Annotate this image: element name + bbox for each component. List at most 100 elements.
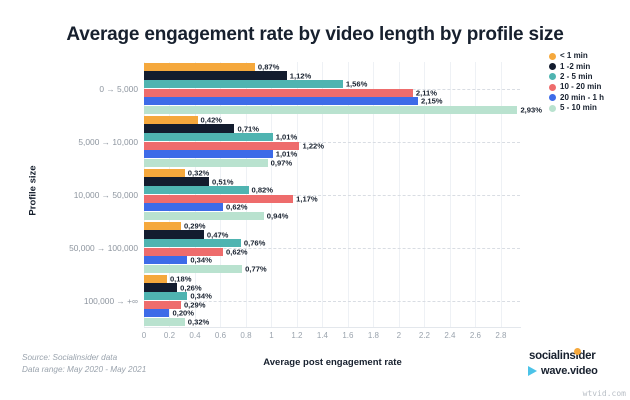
bar-value-label: 2,15% [421, 96, 443, 106]
bar[interactable] [144, 300, 181, 309]
bar-value-label: 0,77% [245, 264, 267, 274]
bar-value-label: 0,34% [190, 255, 212, 265]
bar-row[interactable]: 0,47% [144, 230, 520, 240]
bar-row[interactable]: 0,77% [144, 264, 520, 274]
page-title: Average engagement rate by video length … [66, 24, 564, 45]
bar-value-label: 1,17% [296, 194, 318, 204]
wave-video-wordmark: wave.video [541, 365, 598, 377]
category-baseline [144, 247, 520, 249]
bar[interactable] [144, 274, 167, 284]
bar[interactable] [144, 256, 188, 265]
x-axis-tick-label: 1.4 [316, 331, 328, 340]
bar-row[interactable]: 0,62% [144, 247, 520, 257]
watermark: wtvid.com [582, 389, 626, 398]
bar-value-label: 0,94% [266, 211, 289, 221]
bar-row[interactable]: 1,17% [144, 194, 520, 204]
bar-row[interactable]: 0,76% [144, 239, 520, 248]
bar-row[interactable]: 0,34% [144, 255, 520, 265]
bar[interactable] [144, 203, 224, 212]
bar-value-label: 0,32% [187, 317, 210, 327]
bar[interactable] [144, 211, 264, 220]
bar-row[interactable]: 0,42% [144, 115, 520, 125]
bar-value-label: 0,42% [200, 115, 223, 125]
bar[interactable] [144, 177, 209, 186]
socialinsider-wordmark: socialinsider [529, 350, 596, 362]
legend-color-swatch-icon [549, 83, 556, 91]
bar[interactable] [144, 97, 419, 106]
bar[interactable] [144, 141, 300, 150]
bar-row[interactable]: 0,51% [144, 177, 520, 186]
bar[interactable] [144, 317, 185, 326]
x-axis-tick-label: 2.4 [444, 331, 456, 340]
x-axis-tick-label: 2.2 [418, 331, 430, 340]
bar[interactable] [144, 221, 181, 231]
bar-row[interactable]: 0,32% [144, 317, 520, 327]
bar[interactable] [144, 283, 178, 292]
bar[interactable] [144, 247, 224, 256]
legend-item[interactable]: 10 - 20 min [549, 82, 629, 92]
bar[interactable] [144, 115, 198, 125]
bar-value-label: 0,29% [183, 221, 206, 231]
bar[interactable] [144, 230, 204, 239]
bar-row[interactable]: 0,97% [144, 158, 520, 168]
x-axis-tick-label: 0.2 [163, 331, 176, 340]
bar-row[interactable]: 0,71% [144, 124, 520, 133]
bar-row[interactable]: 0,82% [144, 186, 520, 195]
play-triangle-icon [528, 366, 537, 376]
legend-item[interactable]: 20 min - 1 h [549, 93, 629, 103]
bar-value-label: 2,93% [520, 105, 542, 115]
bar-row[interactable]: 1,22% [144, 141, 520, 150]
legend-item[interactable]: 5 - 10 min [549, 103, 629, 113]
bar-row[interactable]: 0,32% [144, 168, 520, 178]
category-baseline [144, 300, 520, 302]
bar-row[interactable]: 0,26% [144, 283, 520, 292]
bar[interactable] [144, 80, 343, 89]
legend-item-label: 5 - 10 min [560, 103, 597, 113]
legend-item[interactable]: 2 - 5 min [549, 72, 629, 82]
x-axis-tick-label: 2.6 [469, 331, 481, 340]
bar[interactable] [144, 124, 235, 133]
bar-row[interactable]: 2,15% [144, 96, 520, 106]
bar[interactable] [144, 88, 413, 97]
bar[interactable] [144, 158, 268, 167]
bar-row[interactable]: 0,94% [144, 211, 520, 221]
bar[interactable] [144, 309, 170, 318]
bar[interactable] [144, 264, 243, 273]
bar-value-label: 0,97% [270, 158, 293, 168]
x-axis-tick-label: 0 [141, 331, 147, 340]
legend-color-swatch-icon [549, 73, 556, 81]
bar-row[interactable]: 1,12% [144, 71, 520, 81]
bar-row[interactable]: 1,01% [144, 133, 520, 142]
bar-row[interactable]: 0,87% [144, 62, 520, 72]
bar[interactable] [144, 133, 273, 142]
bar[interactable] [144, 71, 287, 80]
bar-value-label: 1,12% [289, 71, 312, 81]
bar-row[interactable]: 2,11% [144, 88, 520, 97]
bar[interactable] [144, 150, 273, 159]
legend-item[interactable]: 1 -2 min [549, 61, 629, 71]
bar-row[interactable]: 0,18% [144, 274, 520, 284]
bar-value-label: 0,47% [206, 230, 229, 240]
bar[interactable] [144, 292, 188, 301]
brand-logo-block: socialinsider wave.video [528, 347, 624, 377]
bar[interactable] [144, 105, 518, 114]
bar[interactable] [144, 62, 255, 72]
y-axis-title: Profile size [27, 165, 39, 216]
legend-item[interactable]: < 1 min [549, 51, 629, 61]
socialinsider-logo: socialinsider [528, 347, 624, 363]
bar-row[interactable]: 0,20% [144, 309, 520, 318]
bar-row[interactable]: 2,93% [144, 105, 542, 114]
bar-value-label: 0,62% [226, 247, 248, 257]
bar-row[interactable]: 0,29% [144, 300, 520, 309]
bar-row[interactable]: 0,34% [144, 292, 520, 301]
bar[interactable] [144, 239, 241, 248]
bar-row[interactable]: 1,01% [144, 150, 520, 159]
bar-row[interactable]: 0,29% [144, 221, 520, 231]
y-axis-category-label: 10,000 → 50,000 [73, 189, 138, 200]
bar[interactable] [144, 186, 249, 195]
bar[interactable] [144, 168, 185, 178]
bar[interactable] [144, 194, 294, 203]
bar-row[interactable]: 0,62% [144, 203, 520, 212]
bar-row[interactable]: 1,56% [144, 80, 520, 89]
plot-area: 0,87% 1,12% 1,56% 2,11% 2,15% 2,93% 0,42% 0,71%… [144, 62, 542, 327]
